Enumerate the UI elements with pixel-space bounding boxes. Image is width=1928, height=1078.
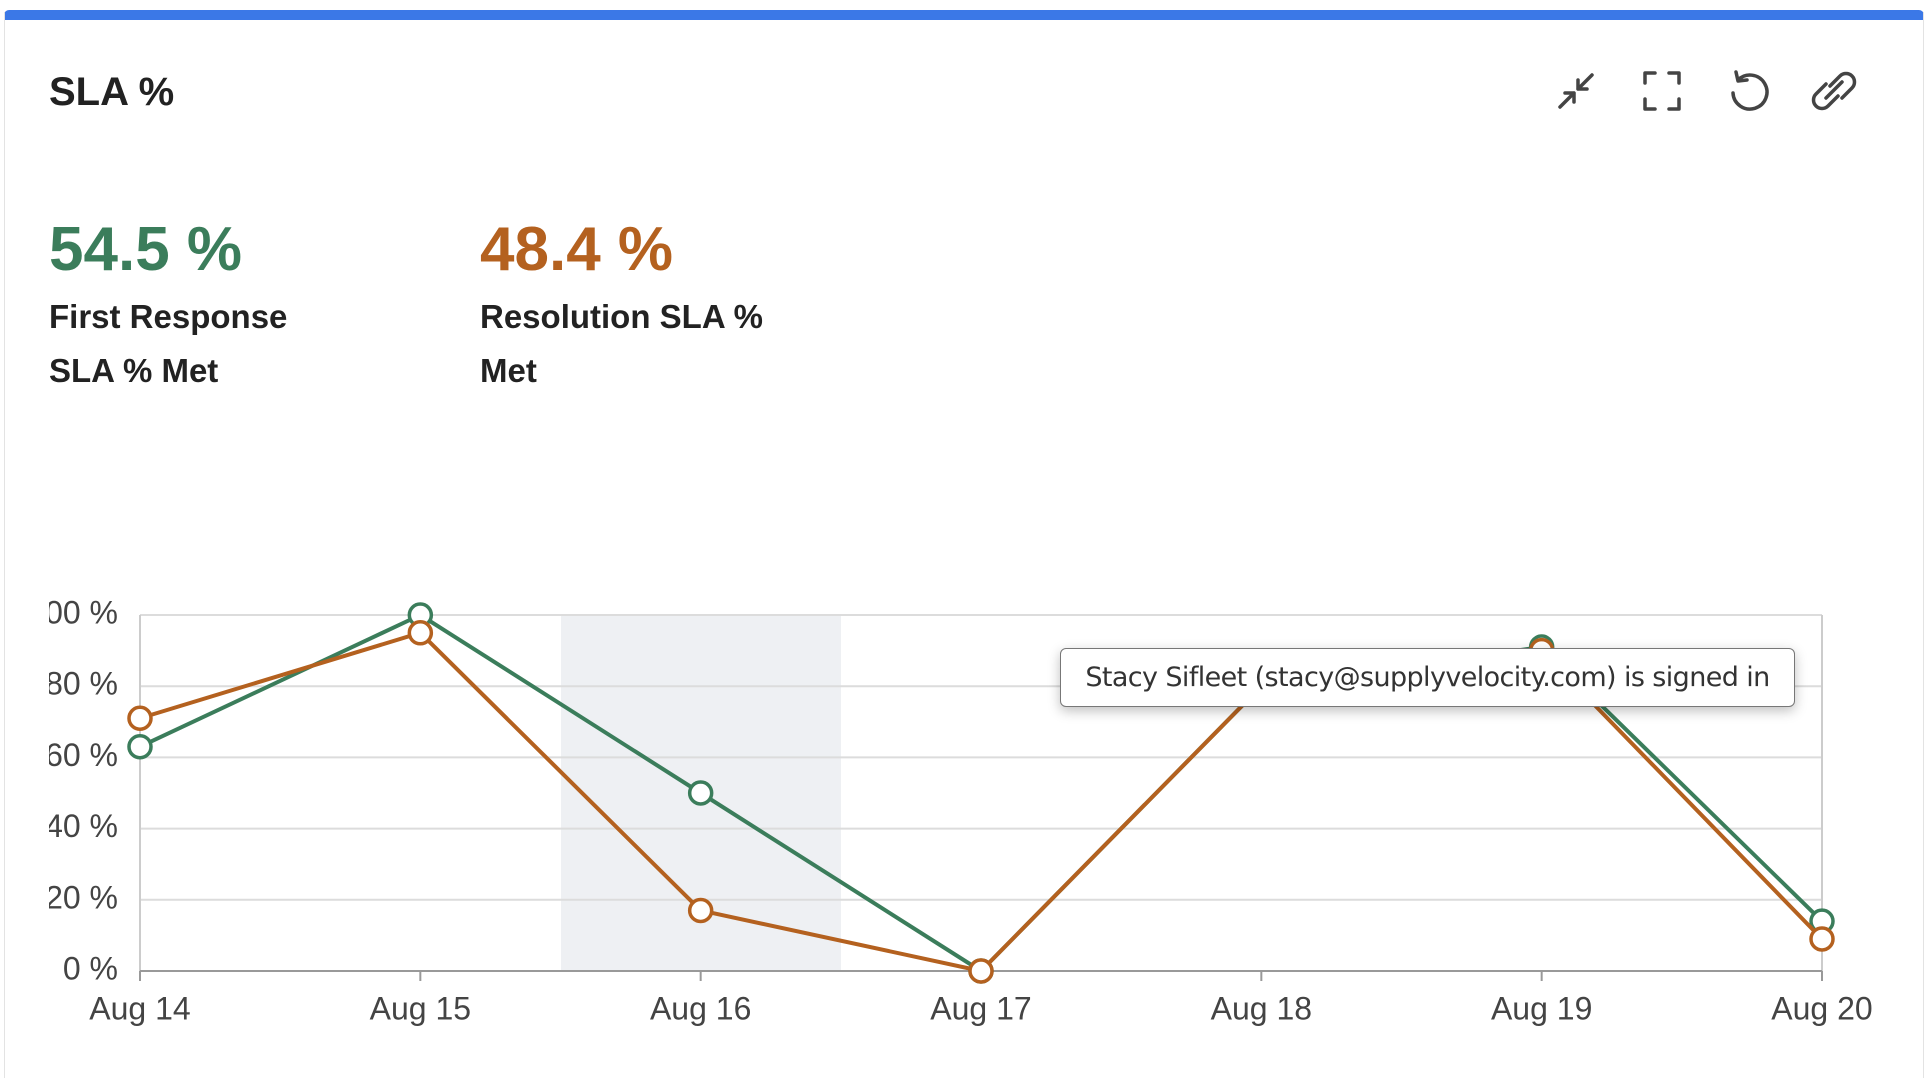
- x-tick-label: Aug 15: [370, 990, 471, 1026]
- point: [687, 897, 714, 924]
- x-tick-label: Aug 17: [930, 990, 1031, 1026]
- kpi: 48.4 % Resolution SLA % Met: [480, 212, 770, 398]
- x-tick-label: Aug 14: [89, 990, 190, 1026]
- x-tick-label: Aug 18: [1211, 990, 1312, 1026]
- kpi-label: First Response SLA % Met: [49, 298, 288, 389]
- x-tick-label: Aug 16: [650, 990, 751, 1026]
- card: [4, 12, 1924, 1078]
- x-tick-label: Aug 19: [1491, 990, 1592, 1026]
- fullscreen-icon[interactable]: [1643, 71, 1681, 111]
- y-tick-label: 60 %: [45, 737, 118, 773]
- tooltip: Stacy Sifleet (stacy@supplyvelocity.com)…: [1060, 648, 1795, 707]
- y-tick-label: 100 %: [27, 594, 118, 630]
- kpi-label: Resolution SLA % Met: [480, 298, 763, 389]
- y-tick-label: 20 %: [45, 879, 118, 915]
- card-title: SLA %: [49, 70, 175, 114]
- point: [968, 958, 994, 984]
- point: [127, 733, 153, 760]
- point: [407, 620, 434, 646]
- reset-icon[interactable]: [1731, 70, 1769, 111]
- kpi-value: 48.4 %: [480, 215, 674, 284]
- kpi: 54.5 % First Response SLA % Met: [49, 212, 339, 398]
- kpi-value: 54.5 %: [49, 215, 243, 284]
- y-tick-label: 40 %: [45, 808, 118, 844]
- x-tick-label: Aug 20: [1771, 990, 1872, 1026]
- minimize-icon[interactable]: [1558, 73, 1594, 109]
- card-accent: [4, 10, 1924, 20]
- y-tick-label: 0 %: [63, 950, 118, 986]
- point: [687, 780, 714, 806]
- point: [127, 705, 153, 731]
- point: [1809, 926, 1835, 952]
- y-tick-label: 80 %: [45, 666, 118, 702]
- link-icon[interactable]: [1811, 71, 1857, 111]
